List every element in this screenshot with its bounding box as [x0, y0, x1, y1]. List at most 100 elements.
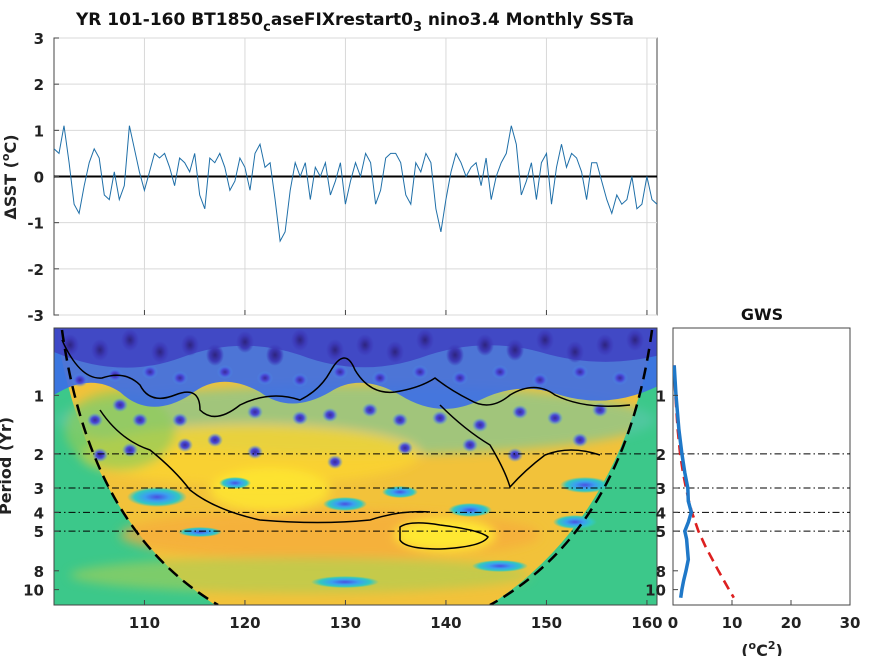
timeseries-panel: -3 -2 -1 0 1 2 3 ΔSST (oC): [0, 30, 658, 325]
gws-y-tick-label: 4: [656, 504, 666, 522]
wavelet-local-minima: [61, 329, 644, 588]
mid-minimum: [322, 408, 338, 422]
wavelet-x-tick-label: 150: [531, 614, 562, 632]
ylabel-superscript: o: [0, 153, 12, 161]
timeseries-y-tick-label: -2: [27, 261, 44, 279]
deep-minimum: [626, 329, 644, 351]
figure-title: YR 101-160 BT1850caseFIXrestart03 nino3.…: [75, 10, 634, 35]
mid-minimum: [572, 365, 588, 379]
gws-reference-period-lines: [673, 453, 850, 532]
mid-minimum: [392, 413, 408, 427]
significance-contour-large: [61, 339, 631, 418]
wavelet-y-tick-label: 3: [34, 480, 44, 498]
gws-xlabel-mid: C: [756, 641, 768, 656]
deep-minimum: [476, 334, 494, 356]
title-part-1: YR 101-160 BT1850: [75, 10, 263, 30]
mid-minimum: [292, 373, 308, 387]
gws-y-tick-label: 10: [645, 582, 666, 600]
mid-minimum: [512, 405, 528, 419]
timeseries-y-tick-label: -1: [27, 215, 44, 233]
gws-x-ticks: 0 10 20 30: [668, 600, 861, 632]
gws-x-tick-label: 20: [781, 614, 802, 632]
deep-minimum: [206, 344, 224, 366]
wavelet-x-tick-label: 130: [330, 614, 361, 632]
deep-minimum: [596, 334, 614, 356]
gws-x-tick-label: 30: [840, 614, 861, 632]
low-power-band: [323, 497, 367, 511]
deep-minimum: [326, 339, 344, 361]
cone-of-influence-left: [60, 329, 219, 605]
mid-minimum: [292, 411, 308, 425]
deep-minimum: [446, 344, 464, 366]
wavelet-y-ticks: 1 2 3 45 810: [23, 387, 59, 600]
mid-minimum: [72, 373, 88, 387]
mid-minimum: [452, 371, 468, 385]
wavelet-x-tick-label: 160: [631, 614, 662, 632]
gws-y-tick-label: 1: [656, 387, 666, 405]
gws-power-series-line: [673, 365, 694, 598]
mid-minimum: [492, 365, 508, 379]
deep-minimum: [151, 341, 169, 363]
low-power-band: [382, 486, 418, 498]
gws-x-tick-label: 10: [722, 614, 743, 632]
mid-minimum: [327, 455, 343, 469]
wavelet-y-tick-label: 5: [34, 523, 44, 541]
gws-axes-frame: [672, 327, 851, 606]
power-blob-yellow-2: [210, 468, 330, 512]
gws-y-tick-label: 5: [656, 523, 666, 541]
mid-minimum: [362, 403, 378, 417]
mid-minimum: [172, 371, 188, 385]
deep-minimum: [266, 344, 284, 366]
timeseries-x-tick-marks: [143, 310, 648, 315]
power-blob-yellow-1: [395, 519, 495, 551]
mid-minimum: [507, 448, 523, 462]
wavelet-x-tick-label: 140: [430, 614, 461, 632]
mid-minimum: [92, 448, 108, 462]
wavelet-x-tick-label: 110: [129, 614, 160, 632]
high-frequency-blue-top: [54, 328, 657, 368]
timeseries-y-ticks: -3 -2 -1 0 1 2 3: [27, 30, 59, 325]
gws-xlabel-superscript-1: o: [749, 639, 757, 652]
low-power-band: [127, 487, 187, 507]
mid-minimum: [207, 433, 223, 447]
timeseries-y-tick-label: 2: [34, 76, 44, 94]
gws-x-axis-label: (oC2): [741, 639, 783, 656]
ylabel-prefix: ΔSST (: [1, 161, 20, 220]
gws-xlabel-prefix: (: [741, 641, 748, 656]
cone-of-influence-right: [489, 329, 654, 605]
low-power-band: [472, 560, 528, 572]
gws-xlabel-suffix: ): [775, 641, 782, 656]
wavelet-y-tick-label: 10: [23, 582, 44, 600]
significance-contour-right: [439, 404, 601, 489]
timeseries-y-tick-label: 3: [34, 30, 44, 48]
deep-minimum: [121, 329, 139, 351]
low-power-band: [553, 515, 597, 529]
gws-y-tick-label: 2: [656, 446, 666, 464]
mid-minimum: [472, 418, 488, 432]
mid-minimum: [372, 371, 388, 385]
mid-minimum: [122, 443, 138, 457]
timeseries-y-tick-label: 0: [34, 169, 44, 187]
gws-y-ticks: 1 2 3 45 810: [645, 387, 678, 600]
title-subscript-2: 3: [413, 20, 422, 35]
wavelet-y-tick-label: 1: [34, 387, 44, 405]
wavelet-x-tick-label: 120: [229, 614, 260, 632]
mid-minimum: [142, 365, 158, 379]
timeseries-y-tick-label: -3: [27, 307, 44, 325]
power-band-lightgreen: [70, 557, 530, 593]
deep-minimum: [91, 339, 109, 361]
mid-minimum: [462, 438, 478, 452]
mid-minimum: [397, 441, 413, 455]
gws-y-tick-label: 8: [656, 563, 666, 581]
wavelet-power-field: [54, 328, 657, 605]
deep-minimum: [386, 341, 404, 363]
mid-minimum: [172, 413, 188, 427]
low-power-band: [219, 477, 251, 489]
mid-minimum: [432, 411, 448, 425]
wavelet-reference-period-lines: [54, 453, 657, 532]
title-subscript-1: c: [263, 20, 271, 35]
title-part-3: nino3.4 Monthly SSTa: [422, 10, 634, 30]
mid-minimum: [217, 365, 233, 379]
